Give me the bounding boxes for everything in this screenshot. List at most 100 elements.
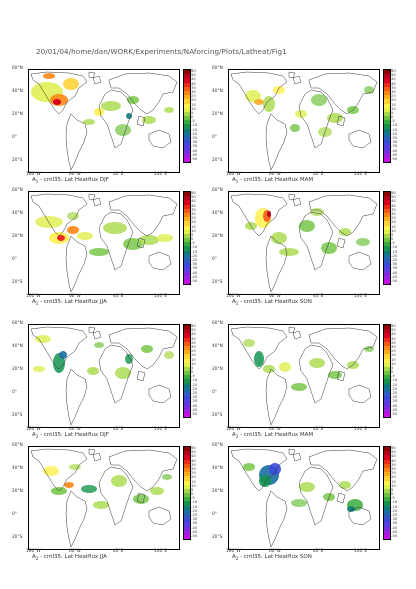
colorbar-segment: [384, 451, 390, 456]
colorbar-segment: [184, 74, 190, 79]
longitude-tick-label: 160°W: [226, 549, 241, 554]
colorbar-segment: [184, 488, 190, 494]
colorbar-segment: [184, 229, 190, 234]
longitude-tick-label: 160°W: [226, 427, 241, 432]
shaded-anomaly-region: [150, 487, 164, 495]
colorbar-segment: [384, 250, 390, 255]
colorbar-segment: [184, 99, 190, 104]
colorbar-label: 5: [191, 109, 194, 115]
colorbar-label: 15: [191, 223, 196, 229]
colorbar-segment: [384, 141, 390, 146]
panel-title: A2 - cntl35: Lat Heatflux DJF: [32, 432, 109, 440]
colorbar-label: 40: [191, 80, 196, 86]
colorbar-segment: [184, 509, 190, 514]
panel-title: A2 - cntl35: Lat Heatflux JJA: [32, 554, 107, 562]
colorbar-segment: [184, 463, 190, 468]
colorbar-segment: [184, 514, 190, 519]
shaded-anomaly-region: [43, 73, 55, 79]
colorbar-segment: [184, 493, 190, 498]
shaded-anomaly-region: [101, 101, 121, 111]
longitude-tick-label: 140°E: [354, 294, 368, 299]
colorbar-label: 35: [391, 339, 396, 345]
colorbar-segment: [384, 472, 390, 477]
latitude-tick-label: 0°: [12, 257, 17, 262]
colorbar-segment: [384, 392, 390, 397]
colorbar-segment: [184, 250, 190, 255]
latitude-tick-label: 40°N: [212, 344, 223, 349]
coastline: [92, 75, 102, 85]
colorbar-label: 45: [391, 331, 396, 337]
colorbar-label: 15: [191, 356, 196, 362]
colorbar-segment: [384, 132, 390, 137]
colorbar-segment: [384, 497, 390, 502]
colorbar-label: 25: [391, 470, 396, 476]
colorbar-label: 40: [191, 457, 196, 463]
colorbar-label: 15: [191, 101, 196, 107]
colorbar-label: 45: [191, 453, 196, 459]
colorbar-segment: [184, 238, 190, 243]
colorbar-label: -30: [191, 261, 198, 267]
colorbar-label: 30: [191, 89, 196, 94]
colorbar-segment: [384, 501, 390, 506]
panel-title: A1 - cntl35: Lat Heatflux JJA: [32, 299, 107, 307]
colorbar-segment: [184, 275, 190, 280]
colorbar-label: 0: [191, 369, 194, 375]
colorbar-segment: [384, 267, 390, 272]
colorbar-label: -40: [391, 524, 398, 530]
colorbar-label: -15: [391, 126, 398, 132]
heatflux-map: [30, 448, 178, 548]
shaded-anomaly-region: [33, 366, 45, 372]
colorbar: [183, 191, 191, 285]
longitude-tick-label: 140°E: [354, 172, 368, 177]
coastline: [148, 129, 172, 149]
shaded-anomaly-region: [139, 235, 159, 245]
heatflux-map: [230, 193, 378, 293]
colorbar-label: -25: [391, 135, 398, 140]
colorbar-label: 60: [191, 323, 196, 329]
panel-title-subscript: 2: [235, 434, 239, 440]
colorbar-label: -15: [391, 503, 398, 509]
coastline: [348, 129, 372, 149]
map-frame: [228, 69, 380, 173]
colorbar-segment: [184, 204, 190, 209]
colorbar-label: -5: [391, 240, 395, 246]
colorbar-segment: [184, 447, 190, 452]
colorbar-label: -25: [391, 390, 398, 395]
colorbar-segment: [184, 518, 190, 523]
latitude-tick-label: 60°N: [212, 66, 223, 71]
colorbar-label: -45: [391, 151, 398, 157]
coastline: [230, 193, 288, 237]
coastline: [292, 75, 302, 85]
colorbar-segment: [184, 375, 190, 380]
colorbar-segment: [184, 329, 190, 334]
colorbar-label: 15: [391, 478, 396, 484]
coastline: [98, 466, 134, 526]
panel-title-subscript: 2: [35, 434, 39, 440]
colorbar-label: -45: [391, 273, 398, 279]
colorbar-segment: [384, 447, 390, 452]
colorbar-segment: [384, 254, 390, 259]
latitude-tick-label: 20°N: [212, 112, 223, 117]
coastline: [308, 327, 378, 370]
colorbar-label: 30: [391, 89, 396, 94]
latitude-tick-label: 20°S: [12, 280, 23, 285]
colorbar-segment: [184, 354, 190, 359]
colorbar-label: -5: [191, 495, 195, 501]
colorbar-label: 35: [191, 206, 196, 212]
shaded-anomaly-region: [299, 220, 315, 232]
shaded-anomaly-region: [290, 124, 300, 132]
map-frame: [28, 191, 180, 295]
shaded-anomaly-region: [77, 232, 93, 240]
coastline: [308, 72, 378, 115]
colorbar-label: 60: [191, 190, 196, 196]
panel-title-subscript: 1: [235, 301, 239, 307]
colorbar-segment: [184, 145, 190, 150]
colorbar-segment: [384, 493, 390, 498]
colorbar-segment: [384, 488, 390, 494]
colorbar-segment: [384, 279, 390, 285]
coastline: [148, 251, 172, 271]
longitude-tick-label: 140°E: [154, 427, 168, 432]
colorbar-label: -5: [191, 118, 195, 124]
coastline: [65, 113, 88, 171]
shaded-anomaly-region: [94, 108, 104, 116]
